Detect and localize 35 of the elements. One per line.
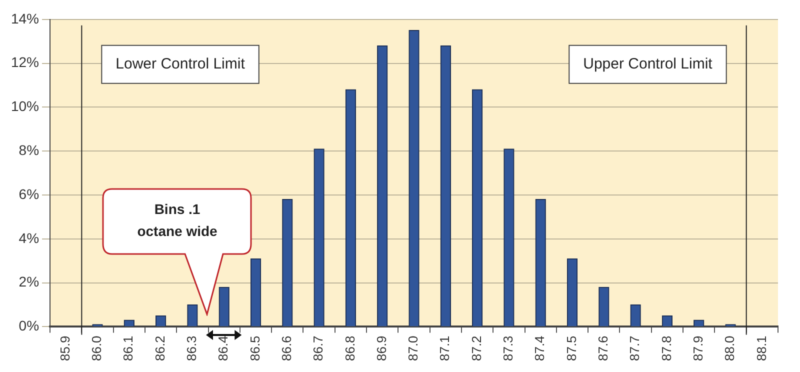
y-tick-label: 0% [18, 318, 40, 334]
x-tick-label: 87.1 [437, 336, 452, 362]
y-tick-label: 4% [18, 230, 40, 246]
x-tick-label: 86.9 [374, 336, 389, 362]
x-tick-label: 88.0 [722, 336, 738, 362]
ref-line-label: Lower Control Limit [116, 56, 246, 73]
x-tick-label: 86.6 [278, 336, 294, 362]
x-tick-label: 87.0 [406, 336, 421, 362]
ref-line-label: Upper Control Limit [583, 56, 714, 73]
x-tick-label: 87.6 [595, 336, 610, 362]
annotation: Bins .1 octane wide [136, 200, 218, 242]
x-tick-label: 87.7 [627, 336, 642, 362]
x-tick-label: 87.8 [658, 336, 674, 362]
y-tick-label: 12% [10, 54, 40, 70]
x-tick-label: 86.3 [184, 336, 200, 362]
x-tick-label: 85.9 [57, 336, 72, 362]
x-tick-label: 88.1 [754, 336, 769, 362]
y-tick-label: 10% [10, 98, 40, 114]
x-tick-label: 87.5 [564, 336, 579, 362]
x-tick-label: 86.0 [89, 336, 104, 362]
x-tick-label: 86.1 [120, 336, 136, 362]
x-tick-label: 86.4 [216, 336, 231, 362]
x-tick-label: 86.7 [310, 336, 326, 362]
speech-bubble: Bins .1 octane wide [102, 188, 254, 316]
x-tick-label: 86.2 [152, 336, 168, 362]
x-tick-label: 86.5 [247, 336, 262, 362]
y-tick-label: 8% [18, 142, 40, 158]
x-tick-label: 87.9 [690, 336, 706, 362]
x-tick-label: 87.3 [500, 336, 516, 362]
y-tick-label: 2% [18, 274, 40, 290]
x-tick-label: 87.2 [468, 336, 484, 362]
x-tick-label: 87.4 [532, 336, 548, 362]
y-tick-label: 14% [10, 10, 40, 26]
x-tick-label: 86.8 [342, 336, 358, 362]
y-tick-label: 6% [18, 186, 40, 202]
